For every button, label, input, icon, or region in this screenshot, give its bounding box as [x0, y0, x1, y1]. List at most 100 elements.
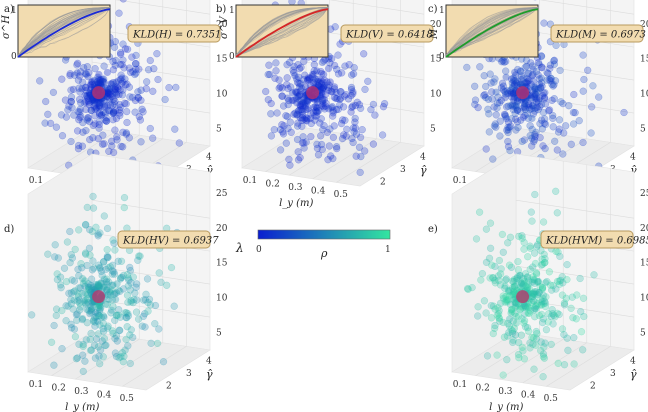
data-point [311, 75, 319, 83]
data-point [316, 79, 324, 87]
z-tick-label: 5 [640, 125, 646, 135]
z-tick-label: 20 [640, 224, 648, 234]
data-point [558, 273, 566, 281]
data-point [529, 71, 537, 79]
data-point [353, 98, 361, 106]
data-point [153, 339, 162, 348]
data-point [279, 130, 288, 138]
data-point [104, 88, 112, 96]
data-point [112, 91, 121, 99]
data-point [463, 63, 471, 72]
data-point [524, 70, 532, 78]
inset-sample-curve [235, 7, 329, 56]
data-point [555, 310, 563, 319]
data-point [122, 130, 130, 138]
data-point [551, 77, 560, 85]
data-point [532, 302, 540, 310]
data-point [569, 120, 578, 128]
data-point [83, 92, 91, 101]
data-point [304, 76, 312, 85]
data-point [132, 69, 140, 77]
data-point [513, 276, 521, 284]
x-tick-label: 0.5 [334, 190, 349, 200]
data-point [347, 108, 355, 116]
data-point [329, 133, 338, 142]
data-point [523, 303, 531, 311]
data-point [318, 89, 326, 97]
data-point [548, 306, 556, 314]
data-point [534, 58, 543, 67]
data-point [542, 279, 550, 287]
data-point [513, 302, 521, 310]
data-point [537, 52, 545, 60]
data-point [504, 239, 512, 247]
data-point [272, 67, 280, 75]
data-point [142, 290, 150, 298]
data-point [133, 280, 141, 288]
data-point [504, 128, 512, 137]
data-point [304, 96, 312, 105]
inset-tick-one: 1 [11, 6, 17, 16]
data-point [526, 122, 534, 130]
data-point [124, 298, 132, 307]
data-point [488, 261, 496, 269]
data-point [570, 90, 578, 99]
data-point [507, 263, 516, 271]
data-point [532, 302, 540, 311]
data-point [321, 82, 329, 90]
data-point [496, 132, 504, 140]
data-point [103, 254, 111, 262]
data-point [60, 264, 69, 272]
data-point [117, 142, 125, 151]
data-point [495, 313, 503, 322]
data-point [297, 80, 305, 88]
data-point [496, 270, 505, 278]
z-tick-label: 5 [216, 125, 222, 135]
data-point [576, 274, 584, 283]
data-point [270, 125, 278, 134]
kld-value: KLD(V) = 0.6418 [345, 30, 433, 41]
data-point [522, 282, 530, 290]
data-point [75, 296, 83, 304]
panel-d: 0.1 0.2 0.3 0.4 0.5l_y (m)234γ̂510152025λd)K… [4, 153, 244, 412]
data-point [329, 112, 337, 120]
data-point [525, 303, 533, 311]
data-point [84, 113, 92, 122]
inset-sample-curve [235, 7, 329, 55]
y-axis-label: γ̂ [630, 368, 637, 381]
data-point [86, 310, 94, 318]
data-point [84, 290, 92, 298]
data-point [559, 279, 567, 287]
data-point [532, 128, 540, 136]
data-point [278, 84, 286, 92]
data-point [104, 264, 112, 272]
data-point [106, 84, 114, 92]
data-point [332, 94, 340, 103]
data-point [579, 87, 587, 95]
data-point [326, 78, 334, 86]
z-tick-label: 10 [430, 90, 442, 100]
data-point [538, 64, 546, 72]
data-point [294, 92, 302, 100]
data-point [507, 306, 516, 314]
data-point [560, 299, 569, 307]
data-point [112, 352, 121, 361]
data-point [530, 306, 538, 314]
data-point [487, 314, 496, 322]
data-point [492, 88, 500, 96]
data-point [84, 94, 92, 102]
data-point [328, 103, 336, 111]
data-point [595, 93, 603, 101]
data-point [95, 304, 103, 312]
data-point [480, 91, 488, 100]
data-point [521, 100, 530, 108]
data-point [351, 114, 359, 123]
data-point [83, 116, 91, 124]
data-point [575, 117, 583, 125]
data-point [111, 83, 119, 91]
data-point [529, 293, 537, 301]
data-point [532, 305, 540, 313]
data-point [151, 320, 159, 328]
data-point [517, 305, 525, 313]
data-point [87, 286, 96, 294]
